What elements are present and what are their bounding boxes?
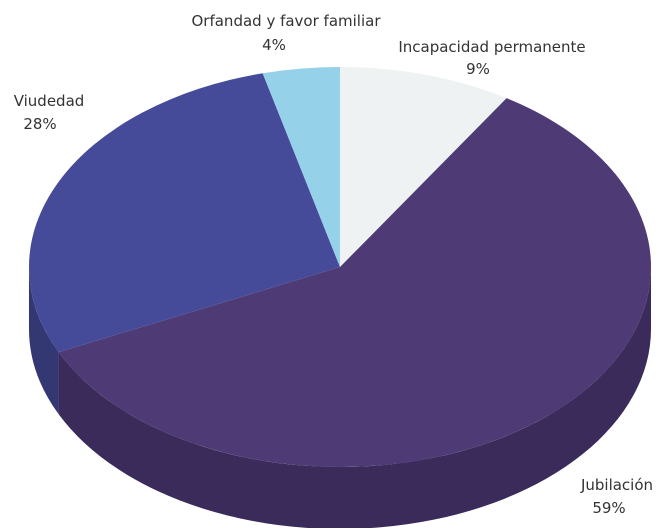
slice-name: Jubilación xyxy=(580,476,653,494)
slice-labels: Incapacidad permanente 9% Jubilación 59%… xyxy=(14,12,653,517)
slice-side-viudedad xyxy=(29,267,59,415)
pie-slices xyxy=(28,67,652,468)
slice-percent: 9% xyxy=(466,60,490,78)
pie-sides xyxy=(29,267,651,528)
slice-incapacidad-permanente xyxy=(340,67,507,267)
slice-side-jubilacion xyxy=(58,267,651,528)
slice-name: Orfandad y favor familiar xyxy=(191,12,381,30)
label-jubilacion: Jubilación 59% xyxy=(580,476,653,517)
label-viudedad: Viudedad 28% xyxy=(14,92,85,133)
slice-jubilacion xyxy=(58,98,652,468)
label-orfandad: Orfandad y favor familiar 4% xyxy=(191,12,381,54)
slice-name: Viudedad xyxy=(14,92,85,110)
slice-percent: 59% xyxy=(592,499,625,517)
label-incapacidad-permanente: Incapacidad permanente 9% xyxy=(398,38,585,78)
slice-viudedad xyxy=(28,73,340,353)
slice-orfandad-y-favor-familiar xyxy=(262,67,340,267)
slice-name: Incapacidad permanente xyxy=(398,38,585,56)
slice-percent: 28% xyxy=(23,115,56,133)
slice-percent: 4% xyxy=(262,36,286,54)
